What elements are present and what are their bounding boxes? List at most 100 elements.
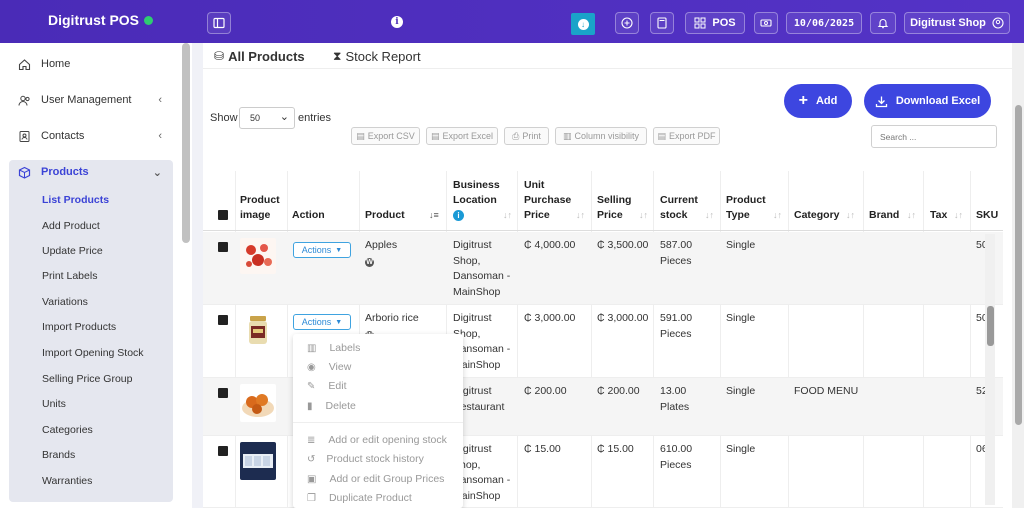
tab-all-products[interactable]: ⛁ All Products (214, 43, 305, 69)
sort-icon[interactable]: ↓↑ (846, 210, 855, 220)
header-business-location[interactable]: Business Location i (453, 178, 500, 221)
menu-item-group-prices[interactable]: ▣ Add or edit Group Prices (307, 473, 444, 485)
sidebar-sub-update-price[interactable]: Update Price (42, 245, 103, 257)
sidebar-sub-warranties[interactable]: Warranties (42, 475, 93, 487)
user-menu-button[interactable]: Digitrust Shop (904, 12, 1010, 34)
print-button[interactable]: ⎙ Print (504, 127, 549, 145)
table-scroll-thumb[interactable] (987, 306, 994, 346)
sidebar-sub-print-labels[interactable]: Print Labels (42, 270, 98, 282)
plus-circle-icon (621, 17, 633, 29)
sidebar-sub-brands[interactable]: Brands (42, 449, 76, 461)
calculator-button[interactable] (650, 12, 674, 34)
current-stock: 610.00 Pieces (660, 442, 692, 473)
add-circle-button[interactable] (615, 12, 639, 34)
unit-purchase-price: ₵ 4,000.00 (524, 239, 576, 251)
column-divider (653, 171, 654, 508)
table-scrollbar[interactable] (985, 234, 995, 505)
header-current-stock[interactable]: Current stock (660, 193, 698, 223)
select-all-checkbox[interactable] (218, 210, 228, 220)
header-category[interactable]: Category (794, 209, 840, 221)
sidebar-item-contacts[interactable]: Contacts ‹ (18, 126, 166, 146)
page-scrollbar[interactable] (1012, 43, 1024, 508)
header-selling-price[interactable]: Selling Price (597, 193, 631, 223)
menu-item-label: Labels (329, 342, 361, 354)
top-bar: Digitrust POS i ↓ POS 10/06/2025 Digitru… (0, 0, 1024, 43)
row-checkbox[interactable] (218, 446, 228, 456)
header-unit-purchase-price[interactable]: Unit Purchase Price (524, 178, 571, 223)
sidebar-sub-import-products[interactable]: Import Products (42, 321, 117, 333)
sort-icon[interactable]: ↓↑ (639, 210, 648, 220)
column-divider (788, 171, 789, 508)
menu-item-label: Add or edit opening stock (328, 434, 447, 446)
menu-item-edit[interactable]: ✎ Edit (307, 380, 346, 392)
search-input[interactable]: Search ... (871, 125, 997, 148)
header-product[interactable]: Product (365, 209, 405, 221)
export-pdf-button[interactable]: ▤ Export PDF (653, 127, 720, 145)
menu-item-label: Add or edit Group Prices (329, 473, 445, 485)
sort-icon[interactable]: ↓↑ (705, 210, 714, 220)
app-brand[interactable]: Digitrust POS (48, 12, 154, 28)
tab-stock-report[interactable]: ⧗ Stock Report (333, 43, 421, 69)
export-excel-button[interactable]: ▤ Export Excel (426, 127, 498, 145)
header-line: image (240, 209, 271, 221)
add-product-button[interactable]: + Add (784, 84, 852, 118)
sidebar-item-user-management[interactable]: User Management ‹ (18, 90, 166, 110)
menu-item-view[interactable]: ◉ View (307, 361, 351, 373)
sort-icon[interactable]: ↓↑ (954, 210, 963, 220)
woocommerce-icon: W (365, 258, 374, 267)
header-brand[interactable]: Brand (869, 209, 900, 221)
menu-item-stock-history[interactable]: ↺ Product stock history (307, 453, 424, 465)
header-sku[interactable]: SKU (976, 209, 999, 221)
history-icon: ↺ (307, 453, 316, 465)
sort-icon[interactable]: ↓↑ (576, 210, 585, 220)
menu-item-delete[interactable]: ▮ Delete (307, 400, 356, 412)
toggle-sidebar-button[interactable] (207, 12, 231, 34)
download-excel-button[interactable]: Download Excel (864, 84, 991, 118)
actions-dropdown-button[interactable]: Actions ▼ (293, 314, 351, 330)
info-icon[interactable]: i (391, 16, 403, 28)
row-checkbox[interactable] (218, 315, 228, 325)
sort-icon[interactable]: ↓↑ (773, 210, 782, 220)
header-tax[interactable]: Tax (930, 209, 948, 221)
cube-icon (18, 166, 31, 179)
row-checkbox[interactable] (218, 242, 228, 252)
sidebar-scrollbar[interactable] (182, 43, 190, 243)
sidebar-sub-categories[interactable]: Categories (42, 424, 93, 436)
chevron-left-icon: ‹ (158, 94, 162, 106)
sidebar-sub-variations[interactable]: Variations (42, 296, 88, 308)
sidebar: Home User Management ‹ Contacts ‹ Produc… (0, 43, 192, 508)
sidebar-item-products[interactable]: Products ⌄ (18, 162, 166, 182)
column-visibility-button[interactable]: ▥ Column visibility (555, 127, 647, 145)
pos-button[interactable]: POS (685, 12, 745, 34)
info-circle-icon[interactable]: i (453, 210, 464, 221)
sidebar-sub-list-products[interactable]: List Products (42, 194, 110, 206)
actions-dropdown-button[interactable]: Actions ▼ (293, 242, 351, 258)
product-thumbnail[interactable] (240, 238, 276, 274)
header-line: stock (660, 209, 688, 221)
page-scroll-thumb[interactable] (1015, 105, 1022, 425)
menu-item-labels[interactable]: ▥ Labels (307, 342, 360, 354)
export-csv-button[interactable]: ▤ Export CSV (351, 127, 420, 145)
header-line: Type (726, 209, 750, 221)
product-thumbnail[interactable] (240, 311, 276, 347)
entries-select[interactable]: 50 (239, 107, 295, 129)
cash-register-button[interactable] (754, 12, 778, 34)
sidebar-sub-add-product[interactable]: Add Product (42, 220, 100, 232)
sort-icon[interactable]: ↓↑ (907, 210, 916, 220)
menu-item-label: Delete (325, 400, 356, 412)
product-thumbnail[interactable] (240, 384, 276, 422)
sort-icon[interactable]: ↓↑ (503, 210, 512, 220)
menu-item-duplicate[interactable]: ❐ Duplicate Product (307, 492, 412, 504)
sidebar-sub-selling-price-group[interactable]: Selling Price Group (42, 373, 133, 385)
sidebar-item-home[interactable]: Home (18, 54, 166, 74)
sort-desc-icon[interactable]: ↓≡ (429, 210, 439, 220)
notifications-button[interactable] (870, 12, 896, 34)
download-button[interactable]: ↓ (571, 13, 595, 35)
sidebar-sub-import-opening-stock[interactable]: Import Opening Stock (42, 347, 144, 359)
row-checkbox[interactable] (218, 388, 228, 398)
grid-icon (694, 17, 706, 29)
header-product-type[interactable]: Product Type (726, 193, 766, 223)
menu-item-opening-stock[interactable]: ≣ Add or edit opening stock (307, 434, 447, 446)
product-thumbnail[interactable] (240, 442, 276, 480)
sidebar-sub-units[interactable]: Units (42, 398, 66, 410)
